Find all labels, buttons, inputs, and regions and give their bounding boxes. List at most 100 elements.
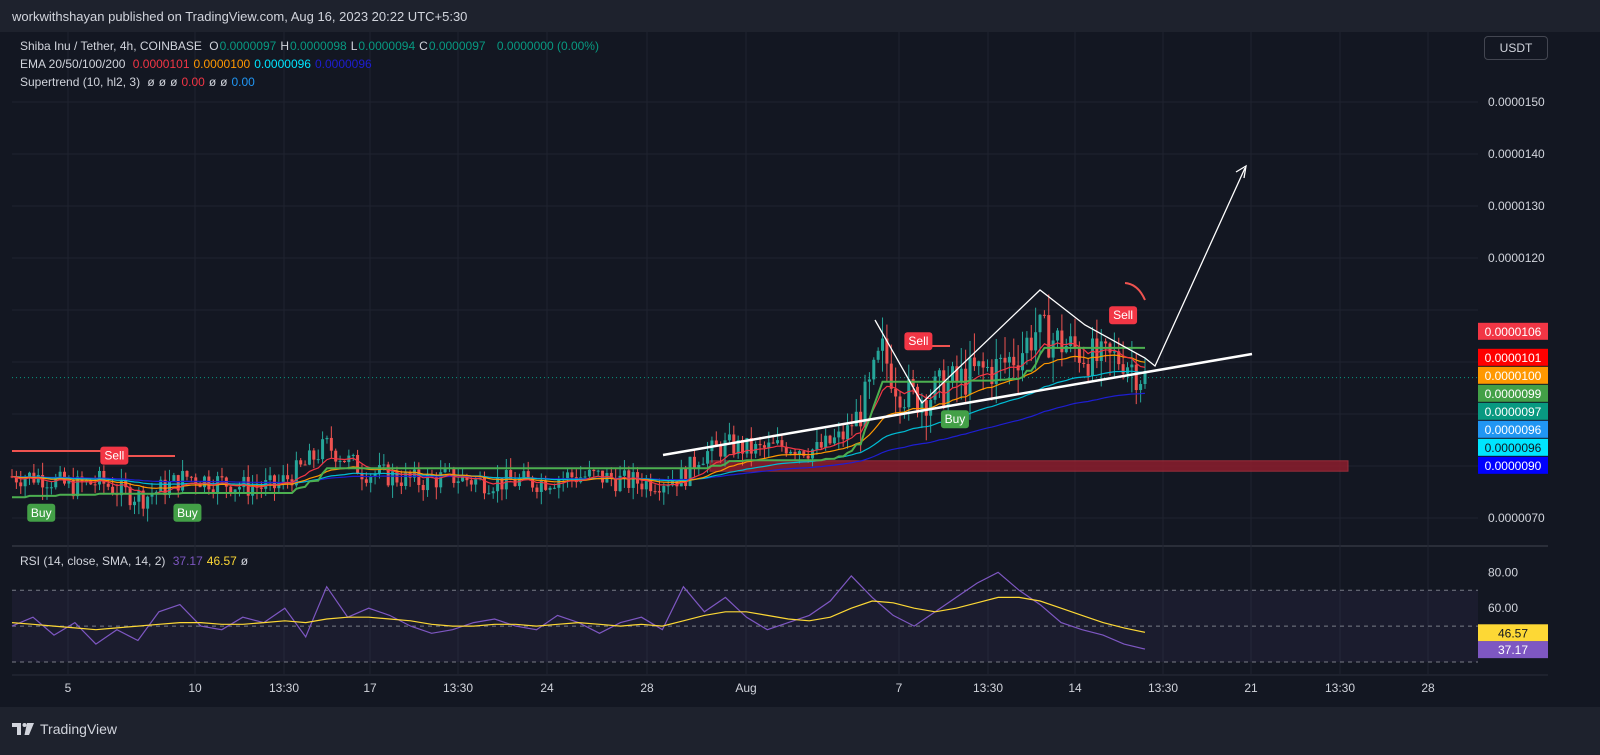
candle (1086, 364, 1090, 376)
candle (268, 475, 272, 481)
candle (487, 493, 491, 495)
price-axis-label: 0.0000101 (1485, 351, 1542, 365)
candle (255, 486, 259, 488)
candle (93, 484, 97, 486)
candle (657, 491, 661, 493)
candle (972, 357, 976, 367)
price-axis-label-bg (1478, 456, 1548, 474)
candle (316, 459, 320, 461)
candle (1082, 362, 1086, 365)
y-tick-label: 0.0000120 (1488, 251, 1545, 265)
candle (286, 475, 290, 480)
price-axis-label-bg (1478, 384, 1548, 402)
candle (426, 474, 430, 491)
candle (461, 475, 465, 482)
candle (719, 445, 723, 457)
candle (54, 477, 58, 488)
candle (1060, 330, 1064, 353)
candle (688, 456, 692, 486)
currency-button[interactable]: USDT (1484, 36, 1548, 60)
candle (758, 443, 762, 446)
ohlc-value: 0.0000094 (358, 39, 416, 53)
legend-symbol[interactable]: Shiba Inu / Tether, 4h, COINBASE (20, 39, 202, 53)
candle (430, 474, 434, 478)
candle (942, 370, 946, 407)
candle (850, 425, 854, 427)
projection-path (874, 167, 1246, 405)
candle (469, 480, 473, 485)
price-axis-label-bg (1478, 366, 1548, 384)
candle (1134, 364, 1138, 391)
candle (859, 411, 863, 427)
candle (644, 479, 648, 490)
candle (369, 476, 373, 483)
legend-ema-values: 0.0000101 0.0000100 0.0000096 0.0000096 (133, 57, 376, 71)
candle (299, 460, 303, 465)
candle (671, 480, 675, 486)
candle (159, 479, 163, 492)
rsi-value: 46.57 (206, 554, 237, 568)
candle (1077, 347, 1081, 363)
candle (692, 456, 696, 469)
x-tick-label: 17 (363, 681, 377, 695)
y-tick-label: 0.0000150 (1488, 95, 1545, 109)
candle (189, 476, 193, 478)
candle (404, 472, 408, 487)
candle (609, 472, 613, 480)
rsi-value: 37.17 (172, 554, 203, 568)
candle (889, 363, 893, 389)
candle (1073, 336, 1077, 348)
candle (902, 407, 906, 409)
candle (1029, 337, 1033, 351)
x-tick-label: 14 (1068, 681, 1082, 695)
supertrend-value: ø (220, 75, 228, 89)
candle (443, 468, 447, 473)
candle (102, 470, 106, 484)
legend-supertrend-values: ø ø ø 0.00 ø ø 0.00 (147, 75, 258, 89)
candle (592, 469, 596, 472)
legend-rsi-label[interactable]: RSI (14, close, SMA, 14, 2) (20, 554, 166, 568)
x-tick-label: 13:30 (973, 681, 1003, 695)
candle (395, 471, 399, 483)
x-tick-label: 28 (640, 681, 654, 695)
tradingview-brand[interactable]: TradingView (12, 721, 117, 737)
legend-supertrend-label[interactable]: Supertrend (10, hl2, 3) (20, 75, 141, 89)
signal-label: Sell (1113, 308, 1133, 322)
candle (1130, 364, 1134, 368)
candle (172, 475, 176, 482)
candle (1126, 367, 1130, 374)
candle (1038, 314, 1042, 333)
candle (1025, 337, 1029, 354)
signal-label: Buy (31, 506, 52, 520)
candle (321, 439, 325, 460)
signal-label: Sell (104, 449, 124, 463)
price-axis-label-bg (1478, 402, 1548, 420)
candle (736, 439, 740, 454)
candle (259, 487, 263, 489)
supertrend-value: ø (158, 75, 167, 89)
candle (373, 473, 377, 477)
candle (911, 379, 915, 387)
candle (566, 472, 570, 479)
signal-label: Sell (908, 334, 928, 348)
candle (1121, 364, 1125, 374)
candle (955, 366, 959, 382)
candle (342, 460, 346, 463)
candle (776, 440, 780, 444)
candle (303, 464, 307, 466)
candle (1056, 330, 1060, 341)
candle (1042, 314, 1046, 316)
candle (124, 480, 128, 488)
candle (27, 472, 31, 479)
candle (439, 472, 443, 488)
rsi-pane (12, 548, 1478, 674)
candle (881, 338, 885, 351)
candle (684, 468, 688, 486)
candle (509, 470, 513, 480)
legend-ema-label[interactable]: EMA 20/50/100/200 (20, 57, 126, 71)
candle (513, 479, 517, 487)
candle (872, 359, 876, 380)
candle (1064, 345, 1068, 353)
candle (128, 487, 132, 506)
